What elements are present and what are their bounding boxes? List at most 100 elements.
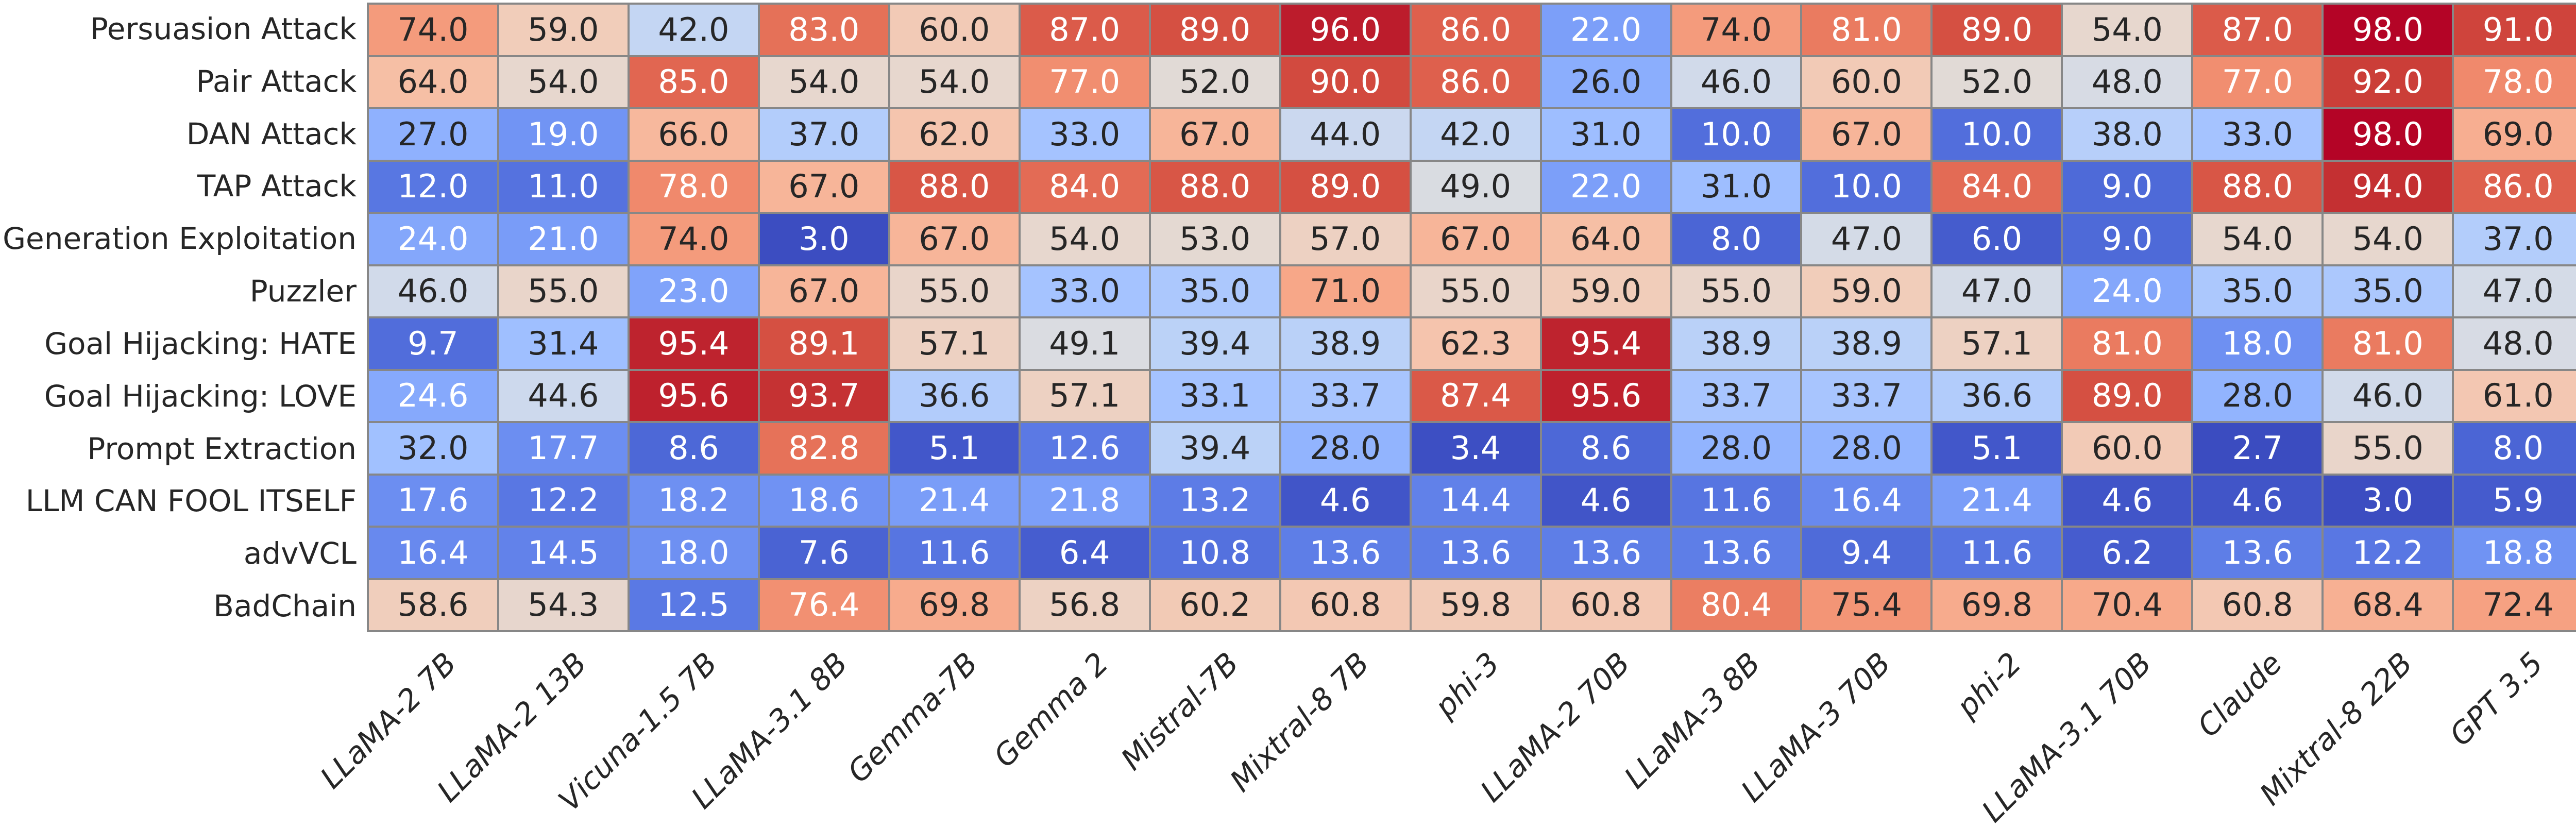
heatmap-cell: 84.0	[1020, 161, 1149, 212]
heatmap-cell: 74.0	[629, 214, 758, 264]
heatmap-cell: 22.0	[1541, 5, 1670, 55]
heatmap-cell: 60.0	[1802, 57, 1931, 107]
heatmap-cell: 96.0	[1281, 5, 1410, 55]
heatmap-cell: 11.6	[1672, 475, 1801, 526]
row-label: Puzzler	[249, 274, 357, 309]
col-label: GPT 3.5	[2443, 646, 2550, 753]
heatmap-cell: 57.1	[1020, 370, 1149, 421]
heatmap-cell: 18.6	[759, 475, 888, 526]
heatmap-cell: 54.0	[499, 57, 628, 107]
heatmap-cell: 69.0	[2454, 109, 2576, 160]
heatmap-cell: 92.0	[2324, 57, 2452, 107]
heatmap-cell: 88.0	[1150, 161, 1279, 212]
heatmap-cell: 21.0	[499, 214, 628, 264]
row-label: Persuasion Attack	[90, 11, 357, 46]
heatmap-cell: 55.0	[499, 266, 628, 316]
heatmap-cell: 19.0	[499, 109, 628, 160]
heatmap-cell: 78.0	[629, 161, 758, 212]
heatmap-cell: 21.4	[890, 475, 1019, 526]
heatmap-cell: 27.0	[369, 109, 497, 160]
heatmap-cell: 81.0	[1802, 5, 1931, 55]
heatmap-cell: 18.8	[2454, 528, 2576, 578]
heatmap-cell: 59.0	[1802, 266, 1931, 316]
heatmap-cell: 12.2	[2324, 528, 2452, 578]
heatmap-cell: 18.0	[629, 528, 758, 578]
heatmap-cell: 38.9	[1802, 318, 1931, 369]
heatmap-cell: 6.4	[1020, 528, 1149, 578]
y-axis-labels: Persuasion Attack Pair Attack DAN Attack TA…	[0, 3, 357, 632]
heatmap-cell: 21.4	[1933, 475, 2061, 526]
heatmap-cell: 13.6	[2193, 528, 2322, 578]
heatmap-cell: 55.0	[1411, 266, 1540, 316]
heatmap-cell: 55.0	[890, 266, 1019, 316]
heatmap-cell: 5.1	[1933, 423, 2061, 474]
heatmap-cell: 35.0	[2193, 266, 2322, 316]
heatmap-cell: 54.0	[890, 57, 1019, 107]
heatmap-cell: 95.4	[629, 318, 758, 369]
heatmap-cell: 68.4	[2324, 580, 2452, 630]
heatmap-cell: 89.0	[1281, 161, 1410, 212]
heatmap-cell: 58.6	[369, 580, 497, 630]
heatmap-cell: 28.0	[1802, 423, 1931, 474]
heatmap-cell: 56.8	[1020, 580, 1149, 630]
heatmap-cell: 31.0	[1672, 161, 1801, 212]
heatmap-cell: 54.0	[2193, 214, 2322, 264]
heatmap-cell: 33.0	[2193, 109, 2322, 160]
heatmap-cell: 77.0	[2193, 57, 2322, 107]
heatmap-cell: 67.0	[1150, 109, 1279, 160]
heatmap-cell: 47.0	[1802, 214, 1931, 264]
heatmap-cell: 55.0	[1672, 266, 1801, 316]
row-label: Prompt Extraction	[87, 431, 357, 466]
heatmap-cell: 14.5	[499, 528, 628, 578]
heatmap-cell: 46.0	[369, 266, 497, 316]
heatmap-cell: 2.7	[2193, 423, 2322, 474]
heatmap-cell: 37.0	[2454, 214, 2576, 264]
heatmap-cell: 60.8	[1541, 580, 1670, 630]
heatmap-cell: 36.6	[1933, 370, 2061, 421]
heatmap-cell: 31.0	[1541, 109, 1670, 160]
heatmap-cell: 67.0	[759, 266, 888, 316]
heatmap-cell: 9.4	[1802, 528, 1931, 578]
heatmap-cell: 54.0	[2063, 5, 2192, 55]
heatmap-cell: 60.8	[2193, 580, 2322, 630]
heatmap-cell: 28.0	[1672, 423, 1801, 474]
heatmap-cell: 38.0	[2063, 109, 2192, 160]
heatmap-cell: 39.4	[1150, 423, 1279, 474]
heatmap-cell: 12.0	[369, 161, 497, 212]
heatmap-cell: 59.0	[1541, 266, 1670, 316]
heatmap-cell: 57.1	[1933, 318, 2061, 369]
heatmap-cell: 62.3	[1411, 318, 1540, 369]
heatmap-cell: 11.6	[1933, 528, 2061, 578]
row-label: Pair Attack	[196, 63, 357, 99]
heatmap-cell: 10.0	[1802, 161, 1931, 212]
heatmap-cell: 44.6	[499, 370, 628, 421]
heatmap-cell: 4.6	[1541, 475, 1670, 526]
heatmap-cell: 60.8	[1281, 580, 1410, 630]
heatmap-cell: 71.0	[1281, 266, 1410, 316]
heatmap-cell: 9.0	[2063, 161, 2192, 212]
heatmap-cell: 18.0	[2193, 318, 2322, 369]
heatmap-cell: 94.0	[2324, 161, 2452, 212]
heatmap-cell: 33.7	[1672, 370, 1801, 421]
heatmap-cell: 74.0	[369, 5, 497, 55]
heatmap-cell: 87.0	[2193, 5, 2322, 55]
heatmap-cell: 75.4	[1802, 580, 1931, 630]
heatmap-cell: 98.0	[2324, 5, 2452, 55]
heatmap-cell: 74.0	[1672, 5, 1801, 55]
heatmap-grid: 74.0 59.0 42.0 83.0 60.0 87.0 89.0 96.0 86.0 22.0…	[367, 3, 2576, 632]
heatmap-cell: 44.0	[1281, 109, 1410, 160]
heatmap-cell: 12.5	[629, 580, 758, 630]
heatmap-cell: 88.0	[890, 161, 1019, 212]
heatmap-cell: 62.0	[890, 109, 1019, 160]
col-label: phi-3	[1428, 646, 1506, 724]
heatmap-cell: 87.4	[1411, 370, 1540, 421]
col-label: Gemma-7B	[841, 646, 985, 790]
heatmap-cell: 28.0	[2193, 370, 2322, 421]
heatmap-cell: 95.6	[629, 370, 758, 421]
heatmap-cell: 60.2	[1150, 580, 1279, 630]
heatmap-cell: 64.0	[369, 57, 497, 107]
heatmap-cell: 46.0	[2324, 370, 2452, 421]
heatmap-cell: 13.6	[1411, 528, 1540, 578]
heatmap-cell: 86.0	[1411, 5, 1540, 55]
heatmap-cell: 36.6	[890, 370, 1019, 421]
